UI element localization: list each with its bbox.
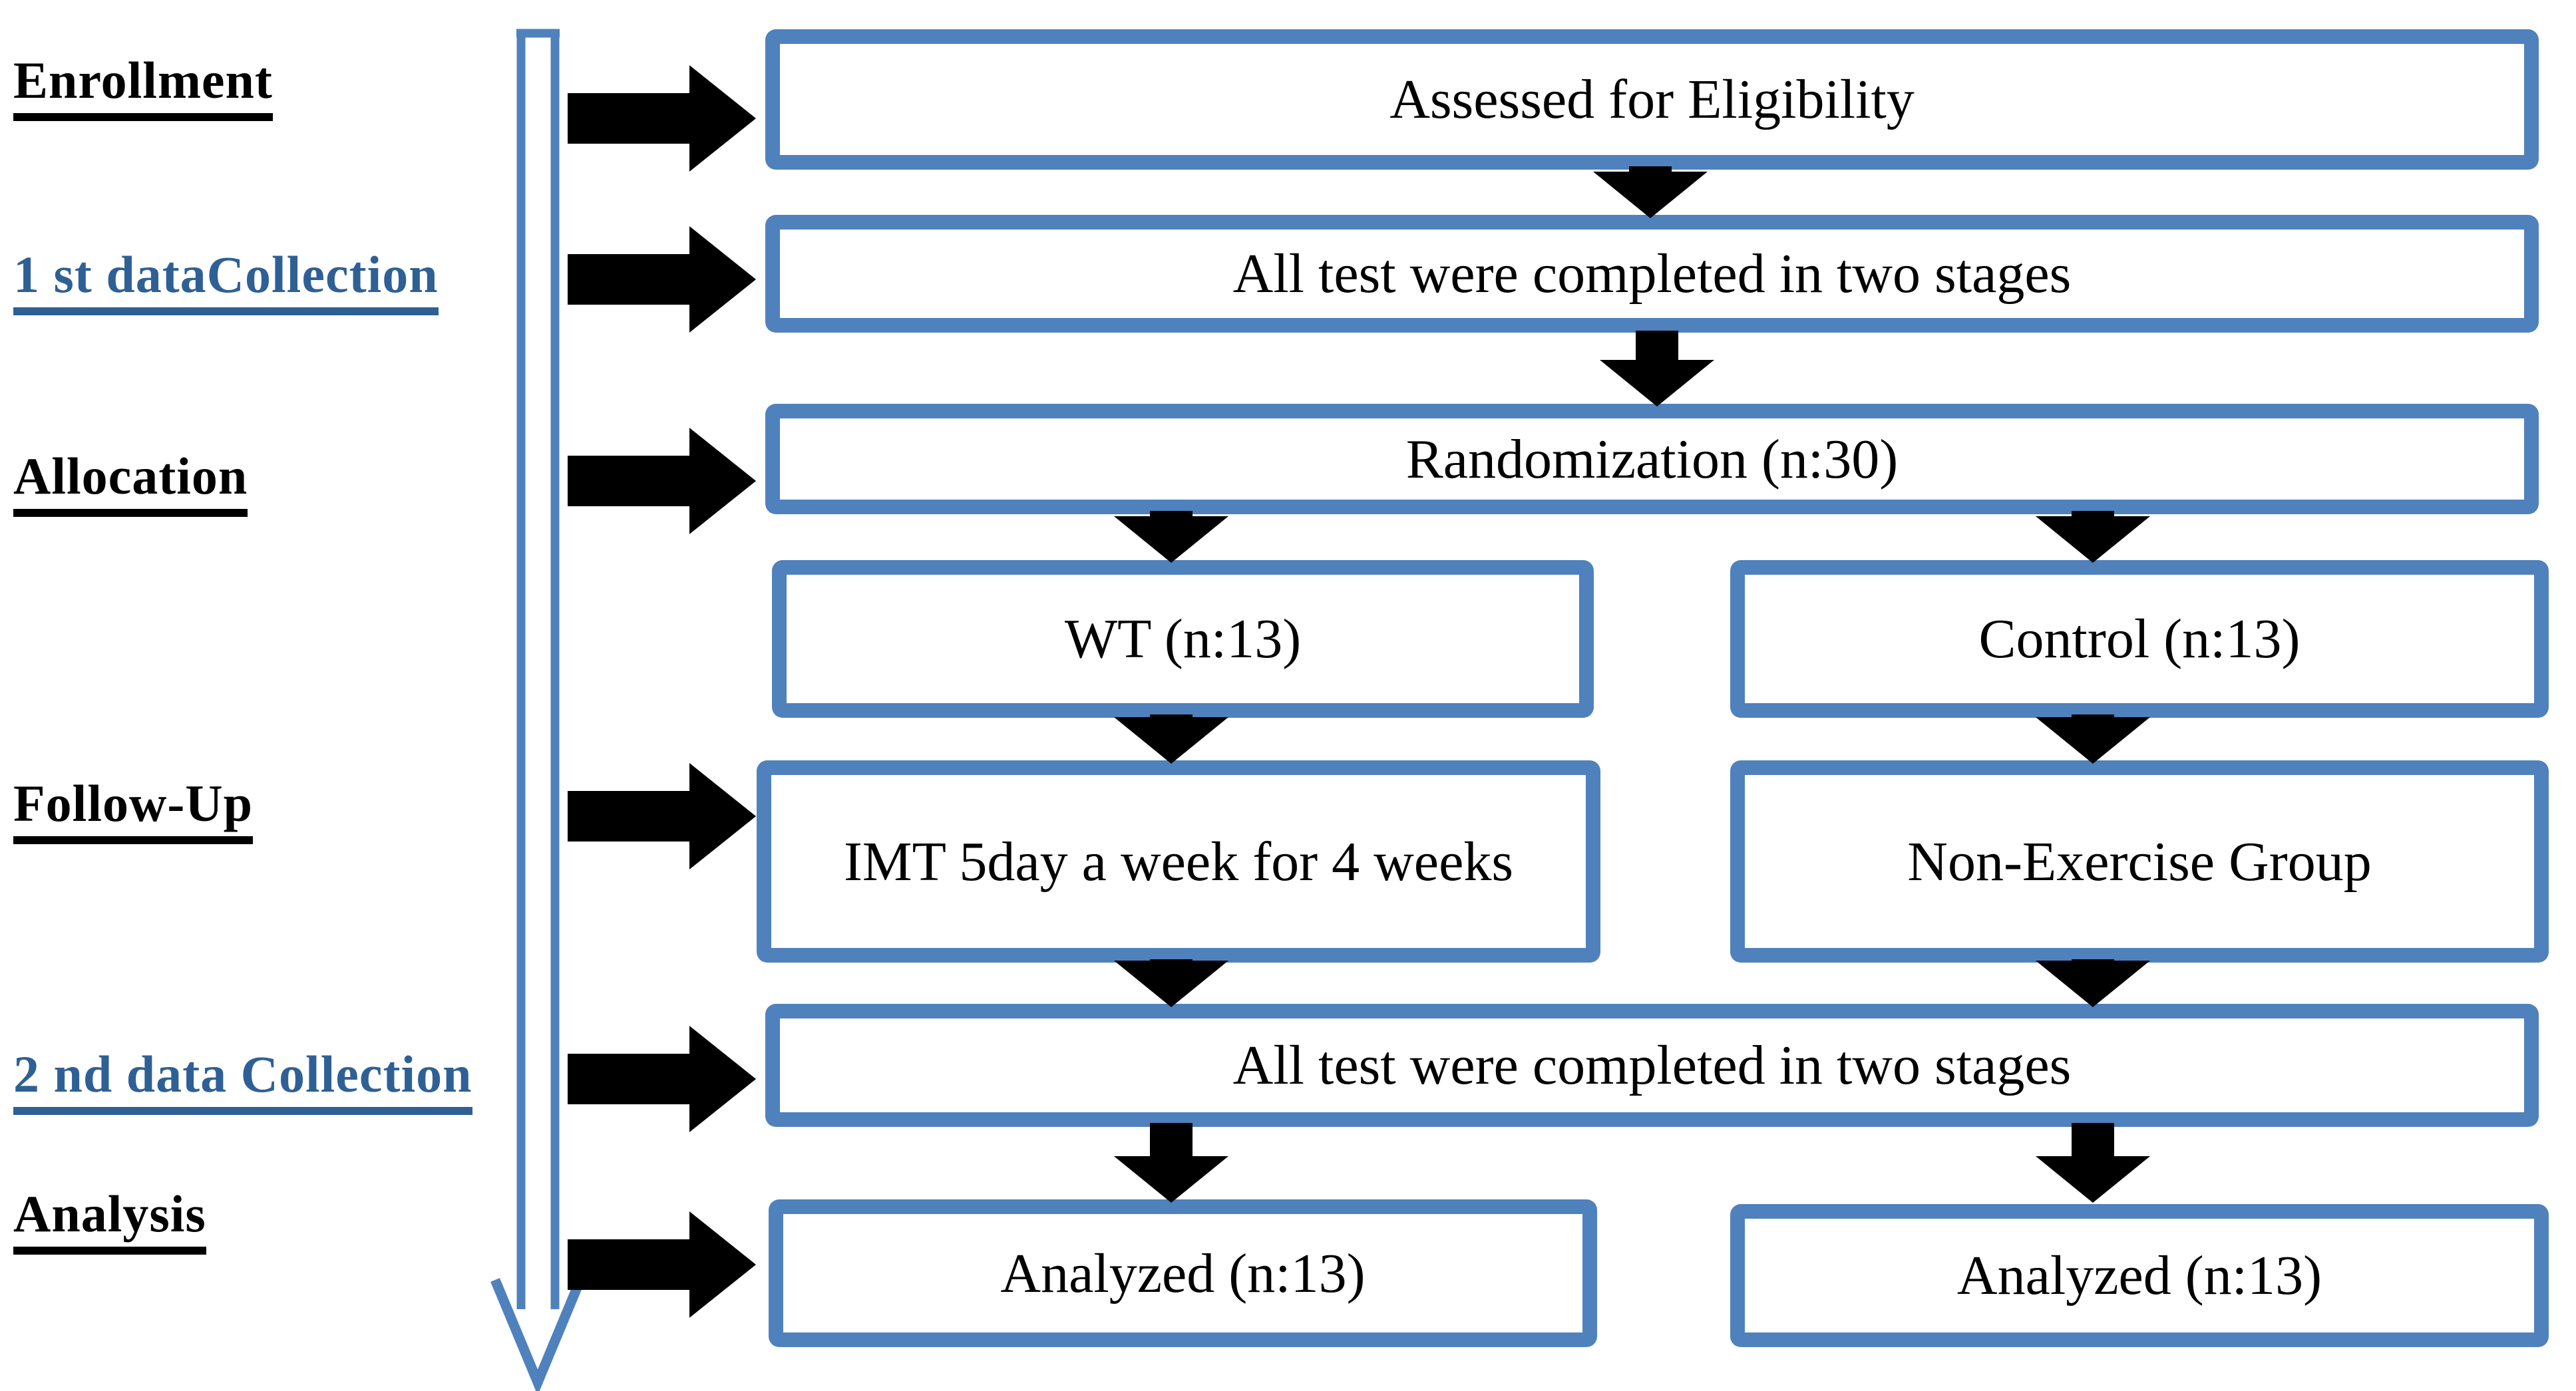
down-arrow-icon-alltest2-to-analyzed-wt [1114, 1123, 1228, 1203]
box-all-tests-stage-1: All test were completed in two stages [765, 215, 2539, 333]
box-text: Randomization (n:30) [1405, 428, 1899, 490]
box-text: Control (n:13) [1978, 608, 2300, 670]
box-text: Assessed for Eligibility [1389, 69, 1915, 130]
down-arrow-icon-nonexercise-to-alltest2 [2036, 959, 2150, 1007]
arrow-head [1114, 1156, 1228, 1203]
box-control-group: Control (n:13) [1730, 560, 2549, 718]
arrow-shaft [568, 254, 689, 305]
arrow-shaft [568, 791, 689, 842]
down-arrow-icon-alltest1-to-randomization [1600, 331, 1714, 406]
down-arrow-icon-randomization-to-control [2036, 511, 2150, 563]
stage-label-first-data-collection: 1 st dataCollection [13, 247, 439, 315]
arrow-head [1593, 172, 1708, 218]
box-analyzed-control: Analyzed (n:13) [1730, 1204, 2549, 1347]
arrow-head [689, 763, 756, 869]
right-arrow-icon-first-data-collection [568, 226, 756, 333]
box-imt-intervention: IMT 5day a week for 4 weeks [757, 760, 1600, 963]
right-arrow-icon-allocation [568, 428, 756, 534]
box-randomization: Randomization (n:30) [765, 404, 2539, 514]
arrow-head [2036, 961, 2150, 1007]
arrow-shaft [568, 1054, 689, 1104]
right-arrow-icon-enrollment [568, 65, 756, 172]
box-text: WT (n:13) [1064, 608, 1302, 670]
box-assessed-for-eligibility: Assessed for Eligibility [765, 29, 2539, 170]
arrow-shaft [2072, 1123, 2114, 1156]
arrow-shaft [1629, 166, 1672, 172]
box-analyzed-wt: Analyzed (n:13) [769, 1199, 1597, 1347]
arrow-shaft [1150, 714, 1193, 717]
arrow-head [689, 65, 756, 172]
box-wt-group: WT (n:13) [772, 560, 1594, 718]
box-text: Analyzed (n:13) [1956, 1245, 2322, 1307]
box-text: Non-Exercise Group [1907, 830, 2372, 893]
box-non-exercise-group: Non-Exercise Group [1730, 760, 2549, 963]
arrow-head [1114, 516, 1228, 563]
arrow-shaft [2072, 511, 2114, 516]
down-arrow-icon-randomization-to-wt [1114, 511, 1228, 563]
stage-label-enrollment: Enrollment [13, 53, 273, 121]
stage-label-follow-up: Follow-Up [13, 776, 253, 844]
arrow-head [689, 1026, 756, 1132]
arrow-shaft [1150, 1123, 1193, 1156]
arrow-shaft [568, 456, 689, 506]
arrow-shaft [1636, 331, 1678, 360]
down-arrow-icon-wt-to-imt [1114, 714, 1228, 764]
arrow-shaft [568, 1239, 689, 1290]
stage-label-analysis: Analysis [13, 1187, 206, 1255]
arrow-shaft [1150, 511, 1193, 516]
timeline-down-arrow-icon [490, 29, 585, 1391]
arrow-shaft [568, 93, 689, 144]
box-all-tests-stage-2: All test were completed in two stages [765, 1004, 2539, 1127]
arrow-head [2036, 516, 2150, 563]
right-arrow-icon-follow-up [568, 763, 756, 869]
box-text: IMT 5day a week for 4 weeks [843, 830, 1514, 893]
arrow-shaft [1150, 959, 1193, 961]
right-arrow-icon-analysis [568, 1211, 756, 1318]
box-text: All test were completed in two stages [1232, 1034, 2072, 1096]
arrow-head [1114, 961, 1228, 1007]
arrow-head [2036, 1156, 2150, 1203]
box-text: Analyzed (n:13) [1000, 1242, 1366, 1305]
arrow-head [689, 226, 756, 333]
arrow-head [689, 1211, 756, 1318]
arrow-head [2036, 717, 2150, 764]
box-text: All test were completed in two stages [1232, 243, 2072, 305]
right-arrow-icon-second-data-collection [568, 1026, 756, 1132]
stage-label-second-data-collection: 2 nd data Collection [13, 1047, 472, 1115]
arrow-head [1114, 717, 1228, 764]
down-arrow-icon-alltest2-to-analyzed-control [2036, 1123, 2150, 1203]
arrow-head [689, 428, 756, 534]
arrow-head [1600, 360, 1714, 406]
down-arrow-icon-imt-to-alltest2 [1114, 959, 1228, 1007]
arrow-shaft [2072, 714, 2114, 717]
stage-label-allocation: Allocation [13, 449, 248, 517]
arrow-shaft [2072, 959, 2114, 961]
down-arrow-icon-control-to-nonexercise [2036, 714, 2150, 764]
down-arrow-icon-assessed-to-alltest1 [1593, 166, 1708, 218]
